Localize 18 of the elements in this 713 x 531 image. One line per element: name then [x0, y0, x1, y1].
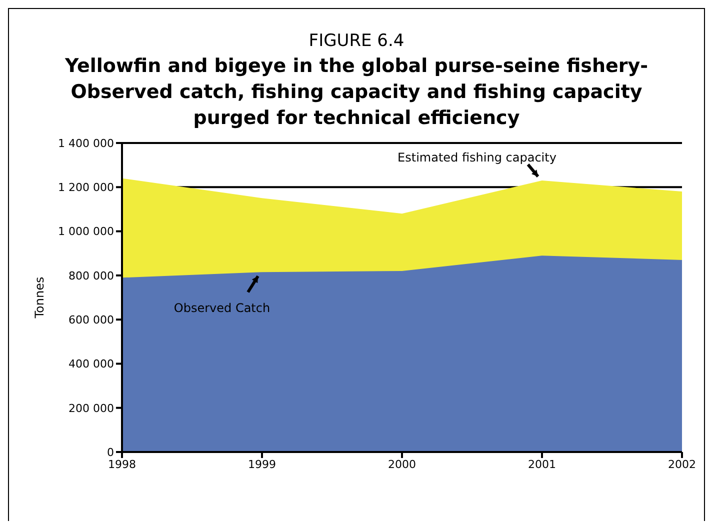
x-tick-label: 2000 [388, 458, 416, 471]
y-tick-label: 1 400 000 [58, 136, 114, 150]
chart-title: Yellowfin and bigeye in the global purse-seine fishery- Observed catch, fishing capacity and fishing capacity purged for technical efficiency [64, 54, 650, 131]
series-label: Observed Catch [174, 301, 270, 316]
y-axis-title: Tonnes [32, 276, 46, 320]
y-tick-label: 600 000 [68, 313, 114, 326]
y-tick-label: 1 000 000 [58, 225, 114, 238]
series-label: Estimated fishing capacity [398, 150, 556, 165]
y-tick-label: 0 [107, 446, 114, 459]
x-tick-label: 1999 [248, 458, 276, 471]
chart-subtitle: FIGURE 6.4 [308, 31, 406, 51]
y-tick-label: 200 000 [68, 402, 114, 415]
x-tick-label: 2001 [528, 458, 556, 471]
y-tick-label: 1 200 000 [58, 181, 114, 194]
y-tick-label: 400 000 [68, 358, 114, 371]
x-tick-label: 1998 [108, 458, 136, 471]
x-tick-label: 2002 [668, 458, 696, 471]
y-tick-label: 800 000 [68, 269, 114, 282]
